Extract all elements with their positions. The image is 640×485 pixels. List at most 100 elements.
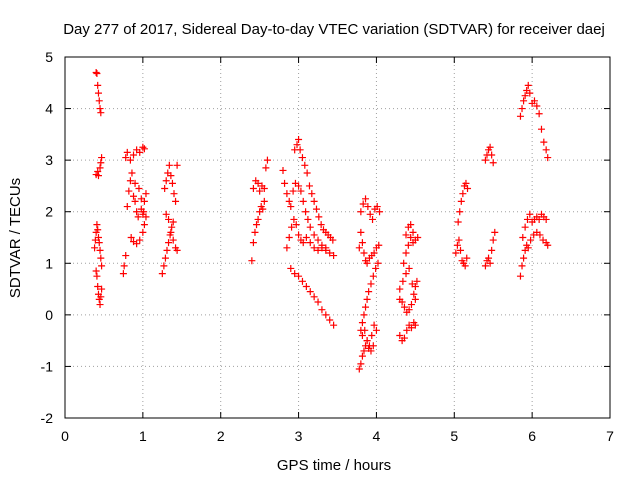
x-tick-label: 5 — [450, 428, 458, 444]
data-point — [137, 195, 145, 203]
data-point — [97, 159, 105, 167]
data-point — [256, 187, 264, 195]
data-point — [93, 221, 101, 229]
data-point — [361, 326, 369, 334]
data-point — [488, 151, 496, 159]
data-point — [279, 166, 287, 174]
data-point — [96, 301, 104, 309]
data-point — [96, 246, 104, 254]
data-point — [330, 321, 338, 329]
data-point — [411, 295, 419, 303]
data-point — [518, 105, 526, 113]
data-point — [161, 254, 169, 262]
data-point — [537, 125, 545, 133]
data-point — [126, 177, 134, 185]
data-point — [97, 109, 105, 117]
y-tick-label: 2 — [45, 204, 53, 220]
data-point — [306, 239, 314, 247]
data-point — [481, 262, 489, 270]
data-point — [125, 187, 133, 195]
plot-frame — [64, 56, 611, 419]
data-point — [455, 236, 463, 244]
y-tick-label: -1 — [41, 358, 54, 374]
data-point — [400, 303, 408, 311]
data-point — [530, 97, 538, 105]
data-point — [516, 112, 524, 120]
data-point — [407, 221, 415, 229]
data-point — [489, 159, 497, 167]
data-point — [302, 208, 310, 216]
data-point — [168, 179, 176, 187]
y-axis-label: SDTVAR / TECUs — [7, 178, 24, 298]
data-point — [251, 228, 259, 236]
data-point — [173, 246, 181, 254]
data-point — [293, 141, 301, 149]
data-point — [414, 234, 422, 241]
data-point — [163, 246, 171, 254]
data-point — [95, 97, 103, 105]
data-point — [310, 244, 318, 252]
data-point — [142, 213, 150, 221]
data-point — [329, 236, 337, 244]
data-point — [165, 215, 173, 223]
y-tick-label: 5 — [45, 49, 53, 65]
data-point — [131, 197, 139, 205]
data-point — [98, 285, 106, 293]
data-point — [287, 203, 295, 211]
data-point — [535, 215, 543, 223]
data-point — [358, 319, 366, 327]
data-point — [318, 244, 326, 252]
data-point — [165, 161, 173, 169]
data-point — [360, 347, 368, 355]
data-point — [130, 192, 138, 200]
data-point — [486, 143, 494, 151]
data-point — [128, 169, 136, 177]
data-point — [367, 347, 375, 355]
data-point — [139, 228, 147, 236]
data-point — [260, 185, 268, 193]
data-point — [368, 331, 376, 339]
data-point — [283, 244, 291, 252]
data-point — [93, 272, 101, 280]
x-tick-label: 3 — [295, 428, 303, 444]
data-point — [283, 190, 291, 198]
data-point — [96, 164, 104, 172]
data-point — [330, 252, 338, 260]
data-point — [454, 218, 462, 226]
data-point — [362, 303, 370, 311]
data-point — [297, 187, 305, 195]
data-point — [131, 179, 139, 187]
data-point — [365, 342, 373, 350]
data-point — [526, 89, 534, 97]
data-point — [357, 208, 365, 216]
x-axis-label: GPS time / hours — [277, 457, 391, 474]
data-point — [169, 236, 177, 244]
data-point — [127, 234, 135, 241]
data-point — [140, 145, 148, 153]
data-point — [142, 190, 150, 198]
data-point — [122, 154, 130, 162]
data-point — [140, 221, 148, 229]
data-point — [94, 282, 102, 290]
data-point — [162, 210, 170, 218]
data-point — [318, 306, 326, 314]
data-point — [172, 197, 180, 205]
data-point — [322, 246, 330, 254]
data-point — [357, 360, 365, 368]
data-point — [533, 102, 541, 110]
data-point — [461, 262, 469, 270]
data-point — [370, 249, 378, 257]
axis-ticks: 0 1 2 3 4 5 6 7 -2 -1 0 1 2 3 4 5 — [41, 49, 615, 444]
data-point — [326, 249, 334, 257]
data-point — [373, 203, 381, 211]
data-point — [314, 236, 322, 244]
data-point — [253, 221, 261, 229]
data-point — [317, 221, 325, 229]
data-point — [405, 264, 413, 272]
data-point — [369, 215, 377, 223]
data-point — [97, 293, 105, 301]
data-point — [407, 234, 415, 241]
data-point — [94, 81, 102, 89]
data-point — [133, 208, 141, 216]
data-point — [260, 197, 268, 205]
